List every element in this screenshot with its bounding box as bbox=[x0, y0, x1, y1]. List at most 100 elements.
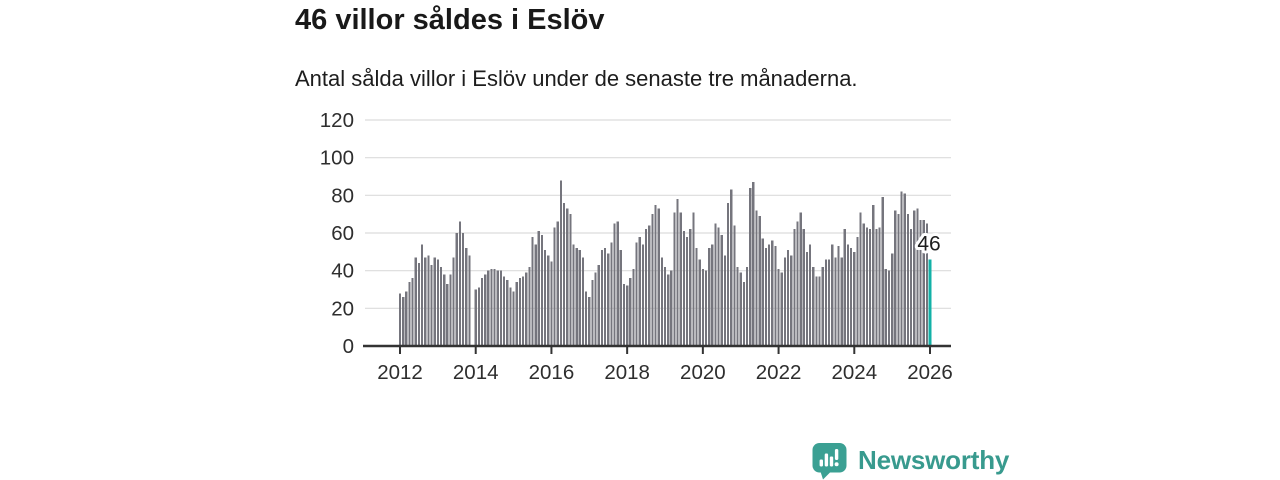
bar bbox=[692, 212, 695, 346]
bar bbox=[597, 265, 600, 346]
bar bbox=[414, 257, 417, 346]
bar bbox=[805, 251, 809, 346]
bar bbox=[503, 276, 506, 346]
bar bbox=[528, 266, 531, 346]
bar bbox=[850, 248, 853, 346]
bar bbox=[774, 246, 777, 346]
bar bbox=[644, 229, 648, 346]
bar bbox=[547, 255, 550, 346]
bar bbox=[531, 236, 534, 346]
bar bbox=[676, 199, 679, 346]
bar bbox=[610, 242, 613, 346]
bar bbox=[402, 297, 405, 346]
bar bbox=[758, 216, 761, 346]
bar bbox=[802, 229, 805, 346]
x-axis-tick-label: 2024 bbox=[831, 361, 877, 384]
x-axis-tick-label: 2014 bbox=[453, 361, 499, 384]
bar bbox=[824, 259, 827, 346]
bar bbox=[827, 259, 831, 346]
bar bbox=[730, 189, 733, 346]
bar bbox=[449, 274, 452, 346]
bar bbox=[752, 182, 755, 346]
bar bbox=[685, 236, 689, 346]
y-axis-tick-label: 100 bbox=[320, 147, 354, 170]
bar bbox=[506, 280, 509, 346]
bar bbox=[840, 257, 843, 346]
bar bbox=[518, 278, 521, 346]
bar bbox=[638, 236, 641, 346]
bar bbox=[613, 223, 616, 346]
y-axis-tick-label: 60 bbox=[331, 222, 354, 245]
bar bbox=[420, 244, 424, 346]
bar bbox=[843, 229, 846, 346]
bar bbox=[900, 191, 903, 346]
bar bbox=[812, 266, 815, 346]
y-axis-tick-label: 80 bbox=[331, 184, 354, 207]
bar bbox=[619, 249, 622, 346]
bar bbox=[588, 297, 591, 346]
bar bbox=[755, 210, 758, 346]
bar bbox=[480, 278, 484, 346]
bar bbox=[736, 266, 739, 346]
bar bbox=[909, 229, 913, 346]
bar bbox=[569, 214, 572, 346]
bar bbox=[821, 266, 824, 346]
bar bbox=[616, 221, 619, 346]
bar bbox=[591, 280, 594, 346]
x-axis-tick-label: 2018 bbox=[604, 361, 650, 384]
bar bbox=[446, 283, 449, 346]
bar bbox=[430, 265, 433, 346]
bar bbox=[534, 244, 537, 346]
x-axis-tick-label: 2020 bbox=[680, 361, 726, 384]
bar bbox=[670, 270, 673, 346]
bar bbox=[629, 278, 632, 346]
bar bbox=[727, 202, 730, 346]
bar bbox=[559, 180, 562, 346]
bar bbox=[704, 270, 708, 346]
bar bbox=[556, 221, 559, 346]
newsworthy-bubble-icon bbox=[812, 443, 847, 480]
y-axis-tick-label: 120 bbox=[320, 109, 354, 132]
bar bbox=[868, 229, 872, 346]
bar bbox=[417, 263, 421, 346]
bar bbox=[853, 251, 856, 346]
bar bbox=[462, 233, 465, 346]
bar bbox=[887, 270, 891, 346]
bar bbox=[742, 281, 745, 346]
bar bbox=[566, 208, 569, 346]
bar bbox=[648, 225, 651, 346]
bar bbox=[594, 272, 597, 346]
bar bbox=[572, 244, 575, 346]
bar bbox=[799, 212, 802, 346]
bar bbox=[433, 257, 436, 346]
bar bbox=[714, 223, 717, 346]
bar bbox=[793, 229, 796, 346]
bar bbox=[477, 287, 480, 346]
bar bbox=[916, 208, 919, 346]
bar bbox=[443, 274, 446, 346]
bar bbox=[925, 223, 928, 346]
bar bbox=[777, 268, 780, 346]
chart-subtitle: Antal sålda villor i Eslöv under de sena… bbox=[295, 66, 858, 91]
bar bbox=[553, 227, 556, 346]
bar bbox=[796, 221, 799, 346]
bar bbox=[607, 253, 610, 346]
bar bbox=[809, 244, 812, 346]
bar bbox=[654, 204, 657, 346]
bar bbox=[682, 231, 686, 346]
bar bbox=[499, 270, 503, 346]
bar bbox=[408, 281, 411, 346]
bar bbox=[834, 257, 837, 346]
newsworthy-brand-text: Newsworthy bbox=[858, 445, 1010, 475]
bar bbox=[818, 276, 821, 346]
bar bbox=[831, 244, 834, 346]
bar bbox=[919, 219, 922, 346]
bar bbox=[458, 221, 462, 346]
bar bbox=[465, 248, 468, 346]
bar bbox=[922, 219, 925, 346]
y-axis-tick-label: 40 bbox=[331, 260, 354, 283]
bar bbox=[578, 249, 581, 346]
bar bbox=[581, 257, 585, 346]
bar bbox=[894, 210, 897, 346]
